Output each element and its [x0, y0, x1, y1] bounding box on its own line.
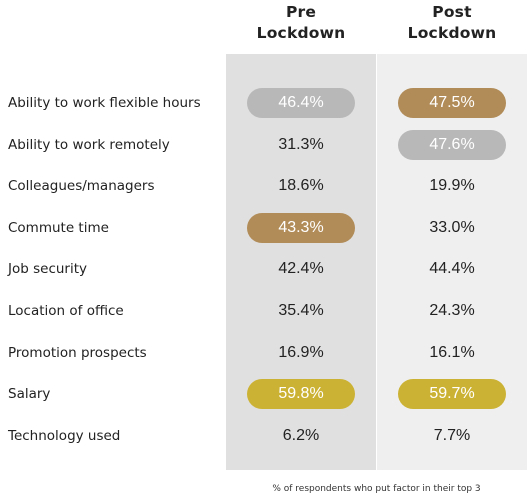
cell-post-promotion-prospects: 16.1% — [429, 343, 475, 361]
post-lockdown-header-line-1: Post — [432, 3, 472, 21]
cell-post-commute-time: 33.0% — [429, 218, 475, 236]
footnote: % of respondents who put factor in their… — [272, 484, 481, 494]
cell-post-salary: 59.7% — [398, 379, 506, 410]
cell-pre-ability-to-work-flexible-hours: 46.4% — [247, 88, 355, 118]
row-label-ability-to-work-remotely: Ability to work remotely — [8, 136, 170, 153]
cell-pre-colleagues-managers: 18.6% — [278, 177, 324, 195]
cell-post-location-of-office: 24.3% — [429, 302, 475, 319]
cell-pre-technology-used: 6.2% — [282, 426, 320, 444]
pre-lockdown-header-line-2: Lockdown — [256, 24, 346, 42]
cell-pre-promotion-prospects: 16.9% — [278, 343, 324, 361]
pre-lockdown-header-line-1: Pre — [285, 3, 317, 21]
cell-pre-commute-time: 43.3% — [247, 212, 355, 243]
row-label-colleagues-managers: Colleagues/managers — [8, 178, 155, 195]
row-label-promotion-prospects: Promotion prospects — [8, 344, 147, 361]
post-lockdown-header: Post Lockdown — [377, 2, 527, 44]
row-label-job-security: Job security — [8, 261, 88, 278]
cell-pre-job-security: 42.4% — [278, 260, 324, 278]
row-label-location-of-office: Location of office — [8, 303, 124, 319]
row-label-salary: Salary — [8, 386, 51, 403]
row-label-ability-to-work-flexible-hours: Ability to work flexible hours — [8, 95, 201, 111]
cell-post-colleagues-managers: 19.9% — [429, 177, 475, 195]
row-label-technology-used: Technology used — [8, 427, 121, 444]
cell-post-job-security: 44.4% — [429, 260, 475, 278]
cell-post-ability-to-work-remotely: 47.6% — [398, 129, 506, 160]
post-lockdown-header-line-2: Lockdown — [407, 24, 497, 42]
cell-pre-salary: 59.8% — [247, 379, 355, 410]
cell-pre-ability-to-work-remotely: 31.3% — [278, 135, 324, 153]
cell-pre-location-of-office: 35.4% — [278, 302, 324, 319]
cell-post-ability-to-work-flexible-hours: 47.5% — [398, 88, 506, 118]
pre-lockdown-header: Pre Lockdown — [226, 2, 376, 44]
row-label-commute-time: Commute time — [8, 219, 109, 236]
cell-post-technology-used: 7.7% — [433, 426, 471, 444]
